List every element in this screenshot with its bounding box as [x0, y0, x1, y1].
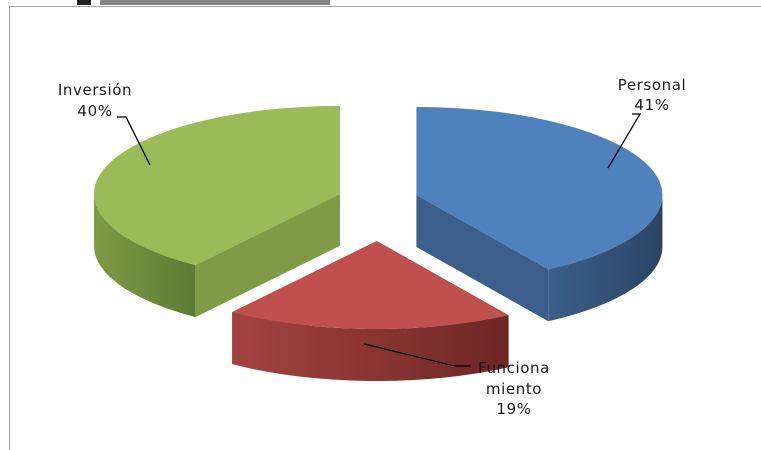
data-label-funcionamiento: Funciona miento 19%: [363, 343, 550, 418]
data-label-personal: Personal 41%: [607, 76, 687, 169]
pie-slice-wall: [416, 194, 549, 322]
data-label-inversión: Inversión 40%: [58, 81, 151, 166]
slice-label-text: 40%: [77, 102, 112, 120]
pie-slice-side: [93, 193, 196, 318]
pie-slice-wall: [195, 193, 340, 318]
chart-border: [9, 6, 761, 450]
slice-label-text: 19%: [496, 400, 531, 418]
slice-label-text: miento: [486, 380, 542, 398]
pie-slice-top: [93, 105, 340, 266]
slice-label-text: 41%: [634, 96, 669, 114]
pie-slice-personal: [416, 106, 663, 322]
leader-line: [363, 343, 471, 367]
clipped-title-fragment: [0, 0, 761, 6]
slice-label-text: Inversión: [58, 81, 132, 99]
leader-line: [117, 116, 151, 166]
pie-slice-side: [548, 194, 663, 322]
slice-label-text: Funciona: [478, 359, 550, 377]
slice-label-text: Personal: [618, 76, 687, 94]
pie-slice-inversión: [93, 105, 340, 318]
pie-slice-top: [416, 106, 663, 270]
pie-slice-top: [232, 240, 509, 329]
leader-line: [607, 113, 642, 169]
pie-slice-side: [232, 312, 509, 381]
pie-slice-funcionamiento: [232, 240, 509, 381]
